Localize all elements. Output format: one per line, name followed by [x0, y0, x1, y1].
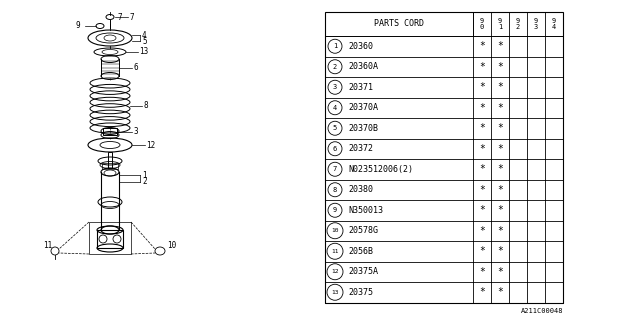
- Text: 9
0: 9 0: [480, 18, 484, 30]
- Text: 8: 8: [333, 187, 337, 193]
- Text: 9: 9: [333, 207, 337, 213]
- Text: 20375A: 20375A: [348, 267, 378, 276]
- Text: 2056B: 2056B: [348, 247, 373, 256]
- Bar: [97, 230, 123, 248]
- Text: 5: 5: [333, 125, 337, 131]
- Text: 10: 10: [167, 242, 176, 251]
- Text: *: *: [479, 62, 485, 72]
- Text: *: *: [497, 205, 503, 215]
- Text: *: *: [479, 41, 485, 51]
- Bar: [325, 12, 563, 302]
- Text: *: *: [497, 103, 503, 113]
- Text: 20380: 20380: [348, 185, 373, 194]
- Text: 4: 4: [142, 30, 147, 39]
- Text: *: *: [497, 185, 503, 195]
- Text: 20370B: 20370B: [348, 124, 378, 133]
- Text: *: *: [497, 226, 503, 236]
- Text: *: *: [497, 82, 503, 92]
- Text: 20375: 20375: [348, 288, 373, 297]
- Bar: [102, 163, 118, 169]
- Text: 9: 9: [75, 21, 79, 30]
- Text: 9
2: 9 2: [516, 18, 520, 30]
- Text: 20371: 20371: [348, 83, 373, 92]
- Text: PARTS CORD: PARTS CORD: [374, 20, 424, 28]
- Text: 1: 1: [333, 43, 337, 49]
- Text: N023512006(2): N023512006(2): [348, 165, 413, 174]
- Text: 3: 3: [333, 84, 337, 90]
- Text: *: *: [479, 103, 485, 113]
- Text: 20578G: 20578G: [348, 226, 378, 235]
- Text: *: *: [479, 185, 485, 195]
- Bar: [89, 222, 131, 254]
- Text: 9
1: 9 1: [498, 18, 502, 30]
- Text: 20360: 20360: [348, 42, 373, 51]
- Text: 13: 13: [332, 290, 339, 295]
- Text: 2: 2: [142, 178, 147, 187]
- Text: *: *: [479, 246, 485, 256]
- Text: *: *: [479, 123, 485, 133]
- Text: 12: 12: [332, 269, 339, 274]
- Text: 11: 11: [43, 242, 52, 251]
- Text: 6: 6: [133, 63, 138, 72]
- Text: 3: 3: [133, 127, 138, 137]
- Text: *: *: [479, 287, 485, 297]
- Text: A211C00048: A211C00048: [520, 308, 563, 314]
- Text: 7: 7: [129, 12, 134, 21]
- Text: 20372: 20372: [348, 144, 373, 153]
- Text: *: *: [479, 82, 485, 92]
- Text: *: *: [479, 205, 485, 215]
- Text: 20360A: 20360A: [348, 62, 378, 71]
- Text: 4: 4: [333, 105, 337, 111]
- Text: 1: 1: [142, 171, 147, 180]
- Text: *: *: [497, 62, 503, 72]
- Text: *: *: [479, 267, 485, 277]
- Text: 6: 6: [333, 146, 337, 152]
- Text: *: *: [479, 144, 485, 154]
- Text: *: *: [497, 246, 503, 256]
- Bar: [108, 152, 112, 168]
- Text: *: *: [497, 144, 503, 154]
- Text: *: *: [497, 41, 503, 51]
- Text: 11: 11: [332, 249, 339, 254]
- Text: 13: 13: [139, 47, 148, 57]
- Text: 7: 7: [333, 166, 337, 172]
- Text: *: *: [479, 164, 485, 174]
- Text: 9
3: 9 3: [534, 18, 538, 30]
- Text: 10: 10: [332, 228, 339, 233]
- Text: *: *: [479, 226, 485, 236]
- Text: *: *: [497, 287, 503, 297]
- Text: 2: 2: [333, 64, 337, 70]
- Bar: [103, 128, 117, 135]
- Text: N350013: N350013: [348, 206, 383, 215]
- Text: *: *: [497, 267, 503, 277]
- Text: 7: 7: [117, 12, 122, 21]
- Text: *: *: [497, 164, 503, 174]
- Text: 5: 5: [142, 36, 147, 45]
- Text: 9
4: 9 4: [552, 18, 556, 30]
- Text: *: *: [497, 123, 503, 133]
- Text: 20370A: 20370A: [348, 103, 378, 112]
- Text: 8: 8: [143, 101, 148, 110]
- Text: 12: 12: [146, 140, 156, 149]
